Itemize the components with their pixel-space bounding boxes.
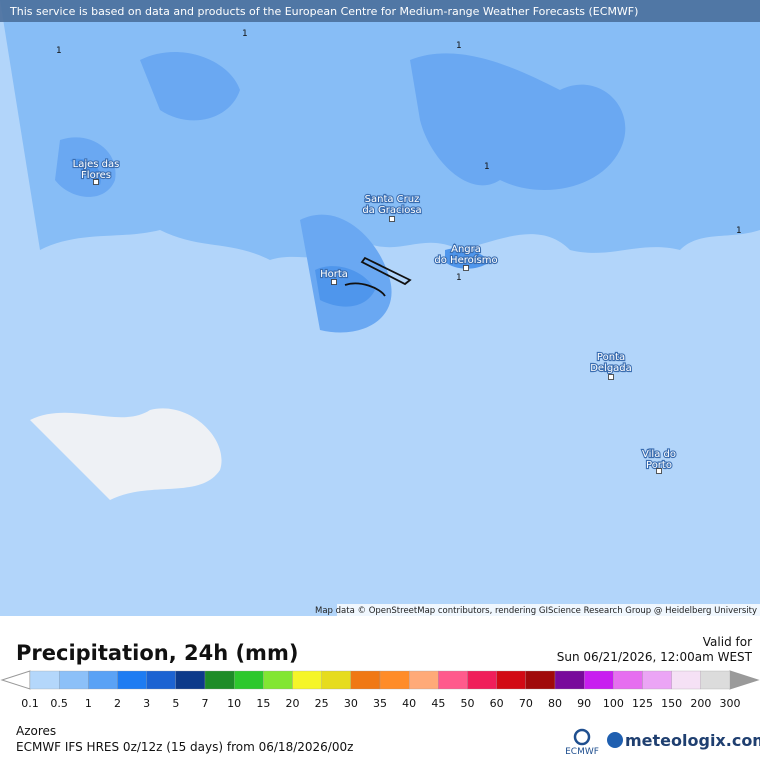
colorbar-label: 10 [227,697,241,710]
colorbar-label: 15 [256,697,270,710]
colorbar-segment [525,670,556,690]
place-label: Horta [320,269,348,280]
brand[interactable]: meteologix.com [625,731,760,750]
colorbar-segment [467,670,497,690]
place-label: Lajes das Flores [73,159,120,181]
colorbar-label: 60 [490,697,504,710]
colorbar-segment [321,670,351,690]
place-marker [389,216,395,222]
contour-label: 1 [484,162,490,172]
colorbar-segment [59,670,89,690]
colorbar-segment [379,670,410,690]
colorbar-segment [671,670,701,690]
attribution: Map data © OpenStreetMap contributors, r… [315,606,757,616]
colorbar-segment [438,670,468,690]
colorbar-segment [234,670,264,690]
precip-area [55,51,626,333]
precip-area [0,0,760,260]
colorbar-segment [700,670,731,690]
dry-area [30,408,222,500]
colorbar-label: 40 [402,697,416,710]
colorbar-label: 20 [286,697,300,710]
brand-icon [607,732,623,748]
colorbar-segment [146,670,176,690]
place-label: Angra do Heroísmo [434,244,497,266]
colorbar-label: 25 [315,697,329,710]
colorbar-label: 100 [603,697,624,710]
contour-label: 1 [456,273,462,283]
title: Precipitation, 24h (mm) [16,641,298,665]
colorbar-segment [350,670,381,690]
attribution-bg [337,604,760,616]
colorbar-label: 35 [373,697,387,710]
colorbar-label: 70 [519,697,533,710]
colorbar-label: 1 [85,697,92,710]
colorbar: 0.1 0.5 1 2 3 5 7 10 15 20 25 30 35 40 45 50 60 70 80 90 100… [0,670,760,710]
map: This service is based on data and produc… [0,0,760,616]
colorbar-label: 50 [461,697,475,710]
contour-label: 1 [736,226,742,236]
colorbar-segment [117,670,147,690]
place-marker [331,279,337,285]
colorbar-arrow [0,670,31,690]
places: Lajes das Flores Santa Cruz da Graciosa Hort… [72,158,677,474]
colorbar-segment [204,670,235,690]
colorbar-segment [642,670,672,690]
contour-label: 1 [456,41,462,51]
contour-label: 1 [56,46,62,56]
colorbar-segment [29,670,60,690]
notice: This service is based on data and produc… [9,5,638,18]
colorbar-segment [263,670,293,690]
colorbar-label: 90 [577,697,591,710]
colorbar-arrow [729,670,760,690]
contour [344,256,412,297]
colorbar-segment [496,670,526,690]
colorbar-segment [88,670,118,690]
colorbar-segment [554,670,585,690]
colorbar-label: 125 [632,697,653,710]
region: Azores [16,724,56,738]
notice-bar [0,0,760,22]
colorbar-label: 2 [114,697,121,710]
valid-label: Valid for [703,635,752,649]
valid-time: Sun 06/21/2026, 12:00am WEST [557,650,753,664]
colorbar-label: 30 [344,697,358,710]
colorbar-label: 200 [690,697,711,710]
colorbar-label: 45 [431,697,445,710]
colorbar-segment [613,670,643,690]
colorbar-label: 7 [202,697,209,710]
colorbar-label: 0.1 [21,697,39,710]
colorbar-segment [175,670,206,690]
ecmwf-logo: ECMWF [565,747,599,757]
colorbar-label: 0.5 [50,697,68,710]
place-label: Vila do Porto [642,449,676,471]
ecmwf-icon [573,728,591,746]
place-label: Ponta Delgada [590,352,632,374]
colorbar-segment [292,670,322,690]
contour-label: 1 [242,29,248,39]
place-marker [656,468,662,474]
colorbar-label: 5 [172,697,179,710]
colorbar-label: 300 [720,697,741,710]
place-marker [93,179,99,185]
colorbar-label: 3 [143,697,150,710]
colorbar-label: 80 [548,697,562,710]
contour-labels: 1 1 1 1 1 1 [56,29,742,283]
colorbar-label: 150 [661,697,682,710]
colorbar-segment [409,670,439,690]
place-marker [463,265,469,271]
place-label: Santa Cruz da Graciosa [362,194,421,216]
place-marker [608,374,614,380]
model-info: ECMWF IFS HRES 0z/12z (15 days) from 06/… [16,740,353,754]
colorbar-segment [584,670,614,690]
